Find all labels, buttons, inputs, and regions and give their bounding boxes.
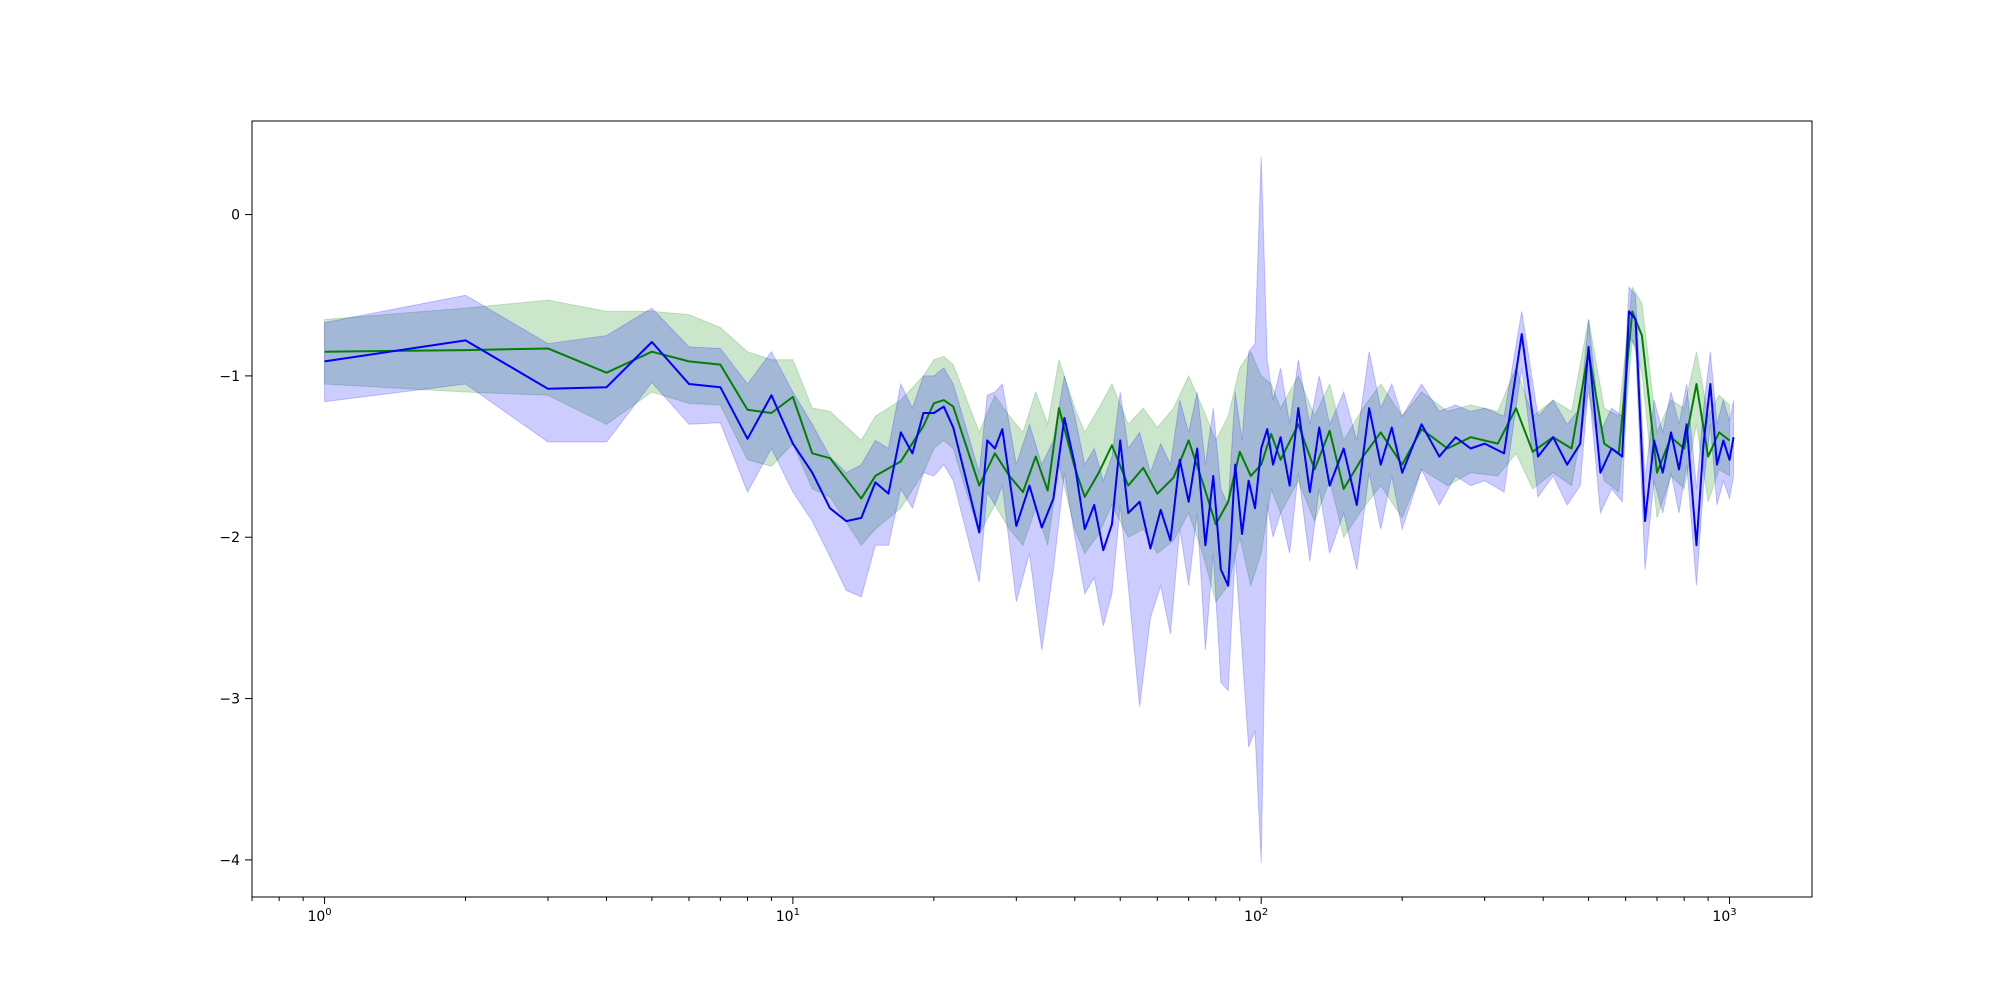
- series-1-line: [324, 310, 1735, 587]
- series-0-band: [324, 285, 1731, 603]
- series-1-band: [324, 156, 1735, 864]
- x-tick-label-exponent: 2: [1262, 907, 1268, 918]
- x-tick-label-exponent: 0: [325, 907, 331, 918]
- y-tick-label-3: −3: [219, 692, 240, 708]
- y-tick-label-2: −2: [219, 530, 240, 546]
- plot-frame: [251, 120, 1813, 898]
- y-tick-label-0: 0: [231, 208, 240, 224]
- plot-area: [324, 156, 1735, 864]
- y-axis: 0 −1 −2 −3 −4: [219, 208, 252, 869]
- y-tick-label-1: −1: [219, 369, 240, 385]
- x-axis: 100 101 102 103: [251, 897, 1737, 925]
- x-tick-label-exponent: 3: [1730, 907, 1736, 918]
- x-tick-label-exponent: 1: [794, 907, 800, 918]
- y-tick-label-4: −4: [219, 853, 240, 869]
